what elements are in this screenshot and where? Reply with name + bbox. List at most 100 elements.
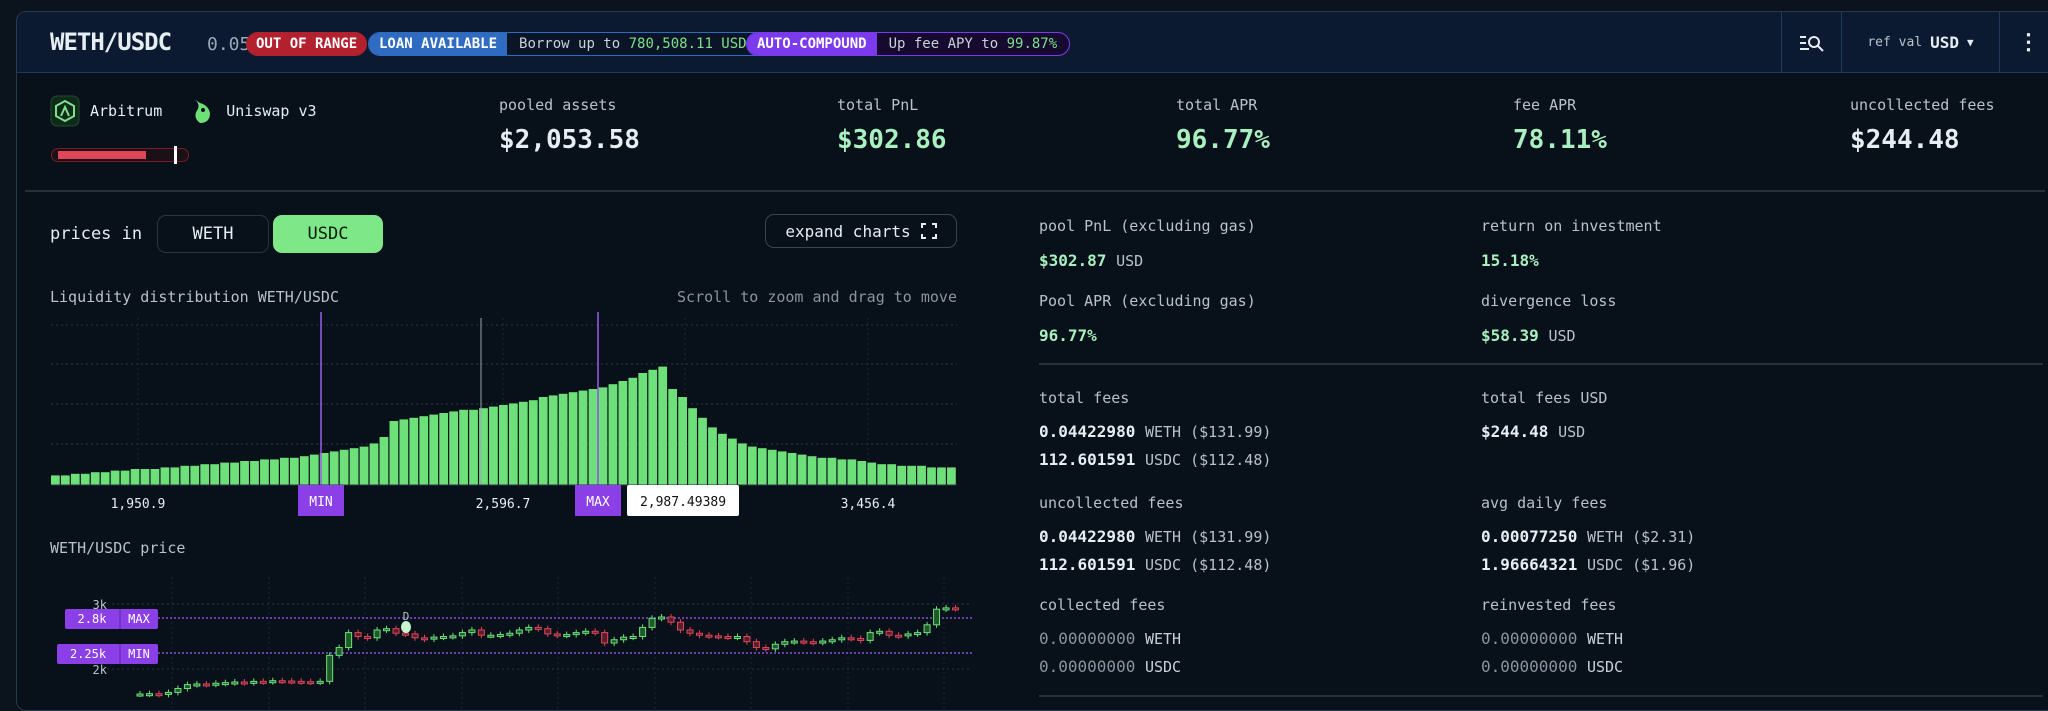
uncollected-row: 0.04422980 WETH ($131.99) — [1039, 527, 1272, 546]
liquidity-bar — [688, 408, 697, 485]
range-indicator — [51, 146, 189, 164]
candle — [364, 636, 372, 639]
deposit-marker[interactable] — [401, 621, 411, 633]
liquidity-bar — [389, 421, 399, 485]
fullscreen-icon — [920, 223, 937, 239]
autocompound-label: AUTO-COMPOUND — [747, 33, 877, 55]
uniswap-icon — [194, 99, 211, 123]
candle — [468, 629, 476, 634]
candle — [183, 684, 191, 689]
candle — [496, 634, 504, 638]
total-fees-usd-value: $244.48 USD — [1481, 422, 1586, 441]
candle — [677, 621, 685, 631]
liquidity-bar — [698, 417, 707, 485]
stat-label: total PnL — [837, 96, 919, 114]
max-price-tag-label: MAX — [128, 612, 150, 626]
ref-currency-select[interactable]: ref val USD ▼ — [1841, 12, 1999, 73]
reinvested-row: 0.00000000 USDC — [1481, 657, 1624, 676]
autocompound-badge[interactable]: AUTO-COMPOUND Up fee APY to 99.87% — [746, 32, 1071, 56]
candle — [695, 632, 703, 636]
position-card: WETH/USDC 0.05% OUT OF RANGE LOAN AVAILA… — [16, 11, 2048, 711]
candle — [411, 633, 419, 639]
liquidity-bar — [767, 449, 777, 485]
expand-charts-button[interactable]: expand charts — [765, 214, 957, 248]
min-price-tag-label: MIN — [128, 647, 150, 661]
candle — [259, 680, 267, 684]
min-price-value: 2.25k — [70, 647, 107, 661]
liquidity-bar — [837, 459, 847, 485]
candle — [477, 629, 485, 636]
candle — [942, 607, 950, 611]
max-price-tag: 2.8k MAX — [65, 609, 158, 629]
liquidity-grid — [51, 318, 957, 485]
pool_pnl-value: $302.87 USD — [1039, 251, 1144, 270]
liquidity-bar — [60, 475, 70, 485]
divider — [1039, 695, 2043, 697]
uncollected-row: 112.601591 USDC ($112.48) — [1039, 555, 1272, 574]
liquidity-bar — [110, 470, 120, 485]
candle — [923, 624, 931, 634]
candle — [354, 632, 362, 637]
candle — [136, 693, 144, 697]
candle — [705, 634, 713, 638]
liquidity-bar — [907, 465, 916, 485]
pair-title: WETH/USDC — [50, 28, 172, 56]
stat-label: fee APR — [1513, 96, 1577, 114]
protocol-name: Uniswap v3 — [226, 102, 317, 120]
liquidity-bar — [240, 461, 249, 485]
candle — [904, 633, 912, 637]
min-tag[interactable] — [298, 485, 344, 516]
stat-label: pooled assets — [499, 96, 617, 114]
candle — [648, 617, 656, 628]
expand-charts-label: expand charts — [785, 221, 911, 241]
candle — [487, 634, 495, 638]
liquidity-bar — [150, 469, 160, 485]
liquidity-bar — [419, 416, 429, 485]
candle — [762, 647, 770, 651]
max-price-value: 2.8k — [78, 612, 108, 626]
liquidity-bar — [210, 464, 220, 485]
charts-svg[interactable]: 1,950.9 2,596.7 3,456.4 MIN MAX 2,987.49… — [17, 12, 977, 711]
liquidity-bar — [628, 377, 638, 485]
loan-badge[interactable]: LOAN AVAILABLE Borrow up to 780,508.11 U… — [368, 32, 769, 56]
liquidity-bar — [937, 467, 946, 485]
liquidity-bar — [489, 406, 498, 485]
liquidity-bar — [897, 465, 907, 485]
liquidity-bar — [319, 453, 329, 485]
liquidity-bar — [598, 387, 608, 485]
liquidity-bar — [518, 401, 528, 485]
liquidity-bar — [757, 448, 767, 485]
collected-label: collected fees — [1039, 596, 1166, 614]
liquidity-bar — [728, 438, 737, 485]
search-list-button[interactable] — [1781, 12, 1841, 73]
network-info: Arbitrum Uniswap v3 — [50, 95, 317, 127]
liquidity-bar — [917, 465, 926, 485]
max-tag[interactable] — [575, 485, 621, 516]
min-tag-label: MIN — [309, 495, 332, 510]
candle — [544, 628, 552, 635]
liquidity-bar — [299, 456, 309, 485]
candle — [221, 682, 229, 686]
liquidity-bar — [260, 459, 269, 485]
candle — [458, 632, 466, 637]
toggle-usdc[interactable]: USDC — [273, 215, 383, 253]
candle — [610, 639, 618, 644]
x-tick-label: 3,456.4 — [841, 497, 896, 512]
candle — [316, 680, 324, 684]
pool_apr-value: 96.77% — [1039, 326, 1097, 345]
liquidity-bar — [80, 473, 90, 485]
candle — [686, 629, 694, 634]
total_fees-row: 112.601591 USDC ($112.48) — [1039, 450, 1272, 469]
autocompound-text: Up fee APY to 99.87% — [888, 36, 1058, 52]
toggle-weth[interactable]: WETH — [157, 215, 269, 253]
liquidity-bar — [120, 470, 130, 485]
current-price-label: 2,987.49389 — [640, 495, 726, 510]
liquidity-bar — [190, 465, 200, 485]
liquidity-bar — [668, 389, 678, 485]
candle — [515, 629, 523, 634]
liquidity-bar — [309, 454, 319, 485]
candle — [743, 636, 751, 643]
kebab-menu-button[interactable]: ⋮ — [1999, 12, 2048, 73]
current-price-tag — [627, 485, 739, 516]
liquidity-bar — [140, 469, 150, 485]
